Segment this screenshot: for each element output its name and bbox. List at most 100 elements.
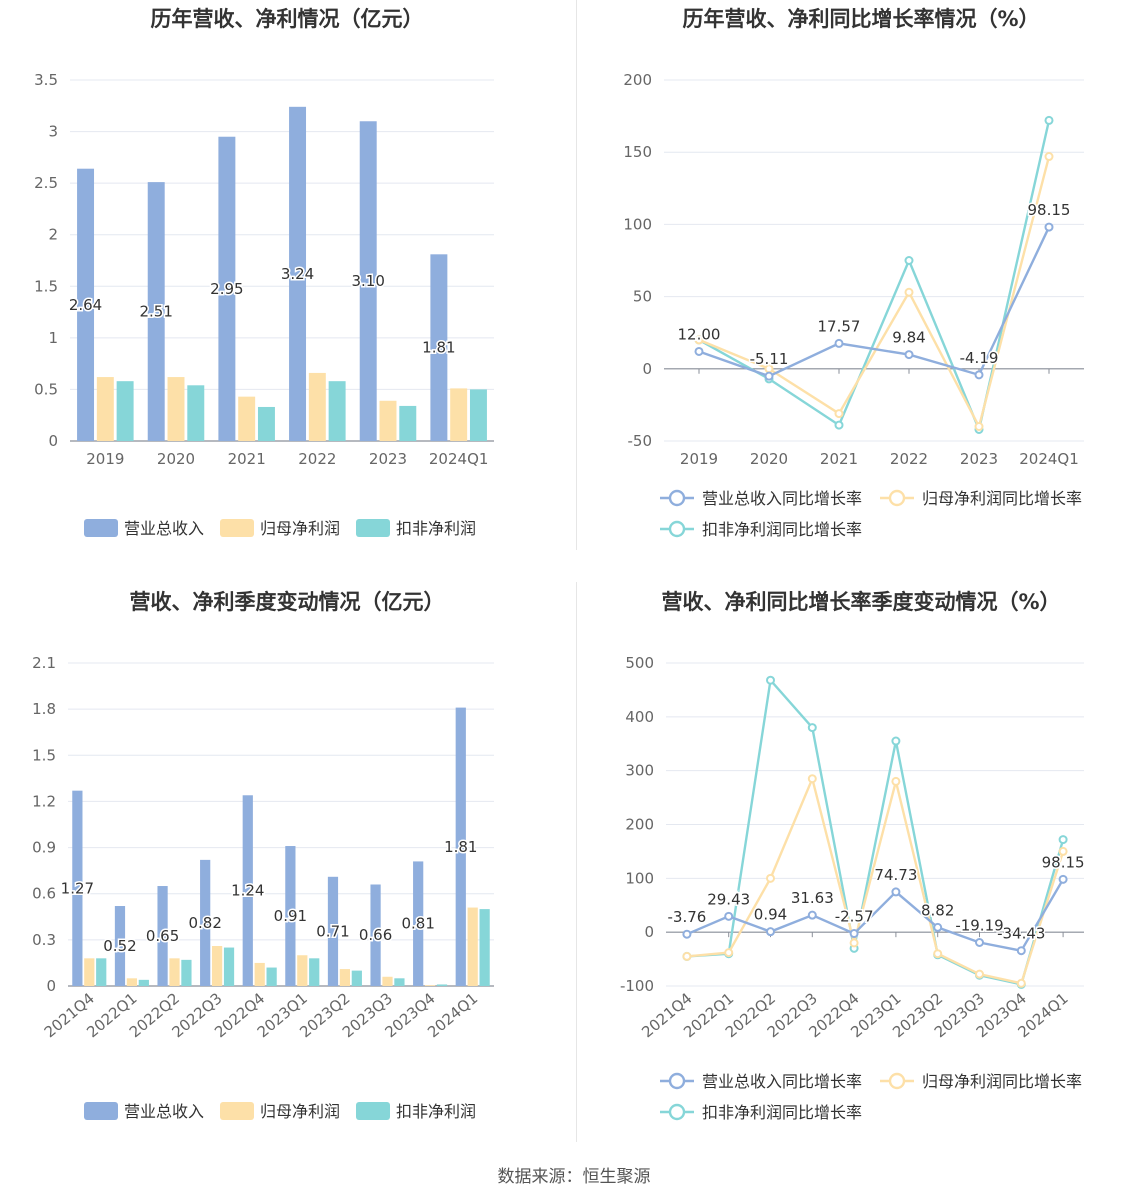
legend-item: 营业总收入同比增长率	[660, 489, 862, 508]
line-data-label: 29.43	[707, 890, 750, 908]
bar-parent-net-profit	[238, 396, 256, 441]
x-tick-label: 2022	[890, 450, 928, 468]
series-line	[698, 156, 1051, 430]
line-data-label: -2.57	[835, 908, 874, 926]
bar-deducted-net-profit	[223, 947, 235, 986]
line-data-label: 12.00	[678, 325, 721, 343]
bar-deducted-net-profit	[394, 978, 405, 986]
bar-revenue	[200, 859, 211, 986]
bar-data-label: 2.95	[210, 280, 243, 298]
series-point	[724, 911, 734, 921]
bar-deducted-net-profit	[116, 381, 134, 441]
series-point	[764, 371, 774, 381]
bar-data-label: 1.24	[231, 882, 264, 900]
bar-data-label: 0.52	[103, 937, 136, 955]
series-point	[807, 774, 817, 784]
series-point	[834, 338, 844, 348]
y-tick-label: -50	[628, 432, 653, 450]
series-point	[807, 910, 817, 920]
bar-parent-net-profit	[467, 907, 478, 986]
series-point	[1016, 978, 1026, 988]
bar-revenue	[289, 106, 307, 442]
series-point	[766, 675, 775, 685]
line-data-label: -4.19	[960, 349, 999, 367]
series-point	[891, 887, 901, 897]
bar-revenue	[430, 254, 448, 441]
legend-swatch	[220, 519, 254, 537]
bar-revenue	[114, 906, 126, 986]
bar-data-label: 0.66	[359, 926, 392, 944]
series-line	[698, 226, 1051, 378]
line-data-label: 98.15	[1028, 201, 1071, 219]
series-point	[904, 350, 914, 360]
y-tick-label: 0	[46, 977, 56, 995]
y-tick-label: 1.8	[32, 700, 56, 718]
bar-data-label: 0.81	[401, 915, 434, 933]
series-line	[686, 878, 1065, 953]
bar-deducted-net-profit	[266, 967, 277, 986]
series-point	[1058, 874, 1068, 884]
x-tick-label: 2023	[960, 450, 998, 468]
series-point	[694, 346, 704, 356]
bar-revenue	[370, 884, 381, 986]
bar-data-label: 0.71	[316, 922, 349, 940]
series-point	[1058, 835, 1068, 845]
series-point	[891, 776, 901, 786]
legend-item: 归母净利润	[220, 519, 340, 538]
legend-label: 归母净利润	[260, 1102, 340, 1121]
bar-revenue	[157, 886, 168, 986]
line-data-label: 9.84	[892, 329, 925, 347]
legend-swatch	[84, 1102, 118, 1120]
bar-deducted-net-profit	[309, 958, 320, 986]
bar-parent-net-profit	[84, 958, 95, 986]
series-point	[849, 929, 859, 939]
series-point	[1044, 222, 1054, 232]
bar-data-label: 3.24	[281, 265, 314, 283]
legend-swatch-marker	[668, 1072, 686, 1090]
y-tick-label: 0.6	[32, 885, 56, 903]
bar-revenue	[77, 168, 95, 441]
legend-item: 营业总收入	[84, 1102, 204, 1121]
legend-item: 归母净利润同比增长率	[880, 489, 1082, 508]
bar-parent-net-profit	[167, 377, 185, 441]
legend-label: 营业总收入同比增长率	[702, 1072, 862, 1091]
bar-parent-net-profit	[211, 946, 223, 986]
series-point	[891, 736, 901, 746]
bar-deducted-net-profit	[351, 970, 362, 986]
legend-swatch	[356, 519, 390, 537]
y-tick-label: 500	[625, 654, 654, 672]
bar-deducted-net-profit	[257, 406, 275, 441]
bar-deducted-net-profit	[469, 389, 487, 441]
line-data-label: -19.19	[955, 916, 1003, 934]
legend-label: 营业总收入	[124, 1102, 204, 1121]
legend-label: 营业总收入	[124, 519, 204, 538]
legend-item: 归母净利润同比增长率	[880, 1072, 1082, 1091]
chart-annual_bar: 历年营收、净利情况（亿元） 0 0.5 1 1.5 2 2.5 3 3.5 2019 2020 202…	[34, 7, 494, 538]
bar-parent-net-profit	[379, 400, 397, 441]
bar-deducted-net-profit	[181, 959, 192, 986]
y-tick-label: 2.5	[34, 174, 58, 192]
legend-swatch	[356, 1102, 390, 1120]
legend-item: 营业总收入同比增长率	[660, 1072, 862, 1091]
bar-revenue	[72, 790, 83, 986]
y-tick-label: 0.3	[32, 931, 56, 949]
series-point	[904, 287, 914, 297]
series-point	[974, 422, 984, 432]
series-point	[975, 969, 984, 979]
chart-quarter_line: 营收、净利同比增长率季度变动情况（%） -100 0 100 200 300 400 500 2…	[620, 590, 1086, 1122]
y-tick-label: 200	[625, 816, 654, 834]
y-tick-label: 200	[623, 71, 652, 89]
y-tick-label: 0.5	[34, 380, 58, 398]
y-tick-label: 2	[48, 226, 58, 244]
bar-deducted-net-profit	[187, 385, 205, 441]
data-source-note: 数据来源：恒生聚源	[497, 1167, 651, 1187]
series-point	[975, 937, 984, 947]
bar-data-label: 3.10	[352, 272, 385, 290]
legend-label: 扣非净利润同比增长率	[702, 520, 862, 539]
bar-deducted-net-profit	[399, 405, 417, 441]
bar-data-label: 1.81	[422, 339, 455, 357]
x-tick-label: 2024Q1	[1019, 450, 1079, 468]
series-point	[807, 723, 817, 733]
legend-label: 扣非净利润同比增长率	[702, 1103, 862, 1122]
